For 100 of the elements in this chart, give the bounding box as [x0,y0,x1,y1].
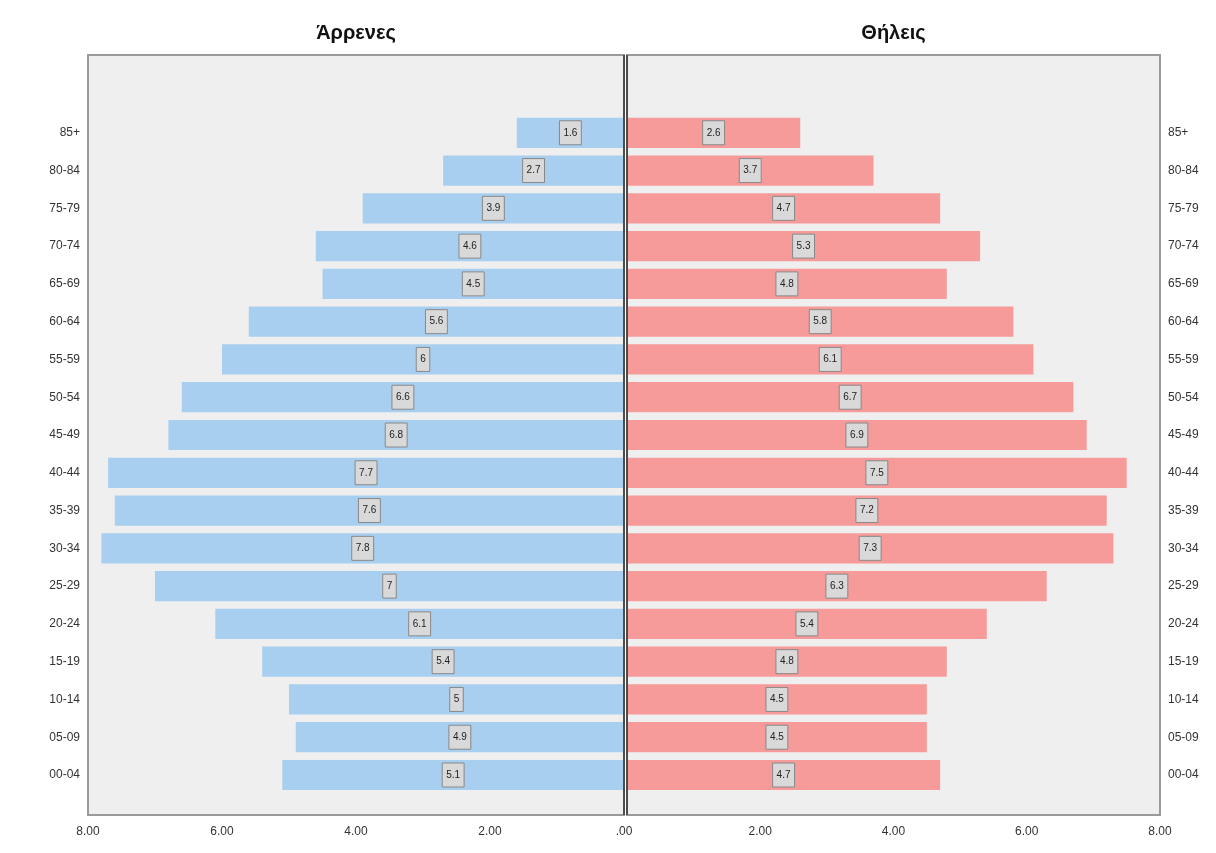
bar [114,495,624,526]
data-label: 7.3 [863,542,878,554]
data-label: 5.4 [436,655,451,667]
y-tick-label: 85+ [1168,125,1189,140]
y-tick-label: 80-84 [49,162,81,177]
y-tick-label: 45-49 [49,427,81,442]
bar [627,571,1047,602]
data-label: 4.5 [769,730,785,742]
bar [627,722,927,753]
y-tick-label: 25-29 [49,578,81,593]
y-tick-label: 40-44 [1168,465,1200,480]
bar [627,306,1014,337]
data-label: 6.8 [389,428,404,440]
data-label: 6.1 [412,617,428,629]
y-tick-label: 75-79 [1168,200,1200,215]
bar [627,155,874,186]
data-label: 4.6 [462,239,478,251]
bar [627,382,1074,413]
data-label: 5.1 [446,768,461,780]
y-tick-label: 70-74 [49,238,81,253]
y-tick-label: 15-19 [49,653,81,668]
y-tick-label: 80-84 [1168,162,1200,177]
data-label: 1.6 [563,126,578,138]
y-tick-label: 05-09 [49,729,81,744]
bar [627,344,1034,375]
bar [627,457,1127,488]
y-tick-label: 55-59 [1168,351,1200,366]
data-label: 7 [386,579,393,591]
y-tick-label: 35-39 [49,502,81,517]
bar [627,193,941,224]
bar [627,268,947,299]
data-label: 3.7 [743,164,758,176]
y-tick-label: 40-44 [49,465,81,480]
y-tick-label: 60-64 [1168,313,1200,328]
bar [108,457,624,488]
y-tick-label: 20-24 [1168,616,1200,631]
bar [627,759,941,791]
y-tick-label: 65-69 [1168,276,1200,291]
y-tick-label: 25-29 [1168,578,1200,593]
bar [262,646,624,677]
data-label: 7.5 [869,466,885,478]
x-tick-label: 2.00 [478,823,502,838]
data-label: 4.7 [776,768,791,780]
bar [295,722,624,753]
data-label: 2.7 [526,164,541,176]
data-label: 6.7 [843,390,858,402]
y-tick-label: 00-04 [1168,767,1200,782]
data-label: 4.5 [466,277,481,289]
x-tick-label: .00 [615,823,633,838]
y-tick-label: 50-54 [49,389,81,404]
y-tick-label: 30-34 [1168,540,1200,555]
data-label: 3.9 [486,202,501,214]
data-label: 5.4 [799,617,815,629]
y-tick-label: 55-59 [49,351,81,366]
chart-title: Άρρενες [316,20,396,43]
bar [181,382,624,413]
chart-title: Θήλεις [861,20,926,43]
x-tick-label: 4.00 [344,823,368,838]
y-tick-label: 70-74 [1168,238,1200,253]
bar [627,533,1114,564]
x-tick-label: 4.00 [881,823,906,838]
bar [362,193,624,224]
data-label: 5.3 [796,239,811,251]
y-tick-label: 30-34 [49,540,81,555]
x-tick-label: 6.00 [210,823,234,838]
data-label: 5 [453,693,460,705]
bar [101,533,624,564]
bar [627,419,1087,451]
y-tick-label: 05-09 [1168,729,1200,744]
bar [248,306,624,337]
bar [627,231,981,262]
y-tick-label: 65-69 [49,276,81,291]
x-tick-label: 2.00 [748,823,773,838]
bar [215,608,624,639]
x-tick-label: 6.00 [1015,823,1039,838]
y-tick-label: 45-49 [1168,427,1200,442]
bar [315,231,624,262]
data-label: 4.9 [452,730,468,742]
y-tick-label: 35-39 [1168,502,1200,517]
data-label: 2.6 [706,126,721,138]
data-label: 4.7 [776,202,791,214]
data-label: 6.1 [823,353,838,365]
data-label: 7.2 [859,504,875,516]
bar [627,646,947,677]
y-tick-label: 75-79 [49,200,81,215]
data-label: 4.8 [779,277,795,289]
y-tick-label: 85+ [59,125,80,140]
y-tick-label: 15-19 [1168,653,1200,668]
bar [627,684,927,715]
bar [155,571,624,602]
data-label: 5.6 [429,315,444,327]
data-label: 6.3 [829,579,845,591]
bar [168,419,624,451]
bar [282,759,624,791]
x-tick-label: 8.00 [1148,823,1172,838]
bar [222,344,624,375]
data-label: 4.8 [779,655,795,667]
data-label: 6.9 [849,428,865,440]
data-label: 7.8 [355,542,371,554]
bar [322,268,624,299]
